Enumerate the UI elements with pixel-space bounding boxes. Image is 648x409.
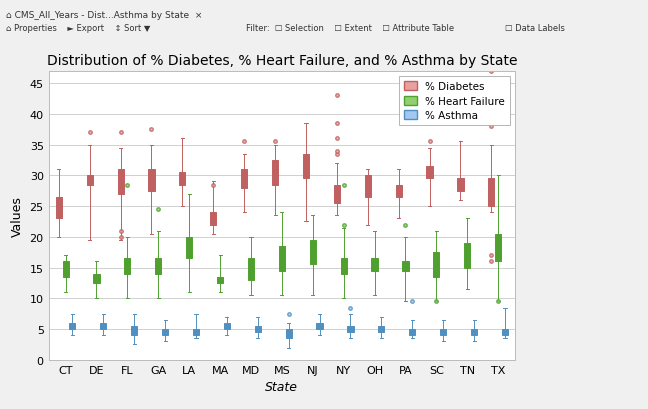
PathPatch shape [371, 259, 378, 271]
PathPatch shape [378, 326, 384, 332]
PathPatch shape [334, 185, 340, 204]
PathPatch shape [124, 259, 130, 274]
PathPatch shape [162, 329, 168, 335]
Legend: % Diabetes, % Heart Failure, % Asthma: % Diabetes, % Heart Failure, % Asthma [399, 77, 510, 126]
Text: ⌂ CMS_All_Years - Dist...Asthma by State  ×: ⌂ CMS_All_Years - Dist...Asthma by State… [6, 11, 203, 20]
PathPatch shape [310, 240, 316, 265]
PathPatch shape [193, 329, 199, 335]
PathPatch shape [241, 170, 248, 188]
PathPatch shape [365, 176, 371, 198]
Text: ⌂ Properties    ► Export    ↕ Sort ▼: ⌂ Properties ► Export ↕ Sort ▼ [6, 24, 151, 33]
PathPatch shape [395, 185, 402, 198]
PathPatch shape [341, 259, 347, 274]
PathPatch shape [117, 170, 124, 194]
PathPatch shape [272, 161, 278, 185]
PathPatch shape [434, 253, 439, 277]
Text: ☐ Data Labels: ☐ Data Labels [505, 24, 565, 33]
PathPatch shape [402, 262, 408, 271]
Text: Filter:  ☐ Selection    ☐ Extent    ☐ Attribute Table: Filter: ☐ Selection ☐ Extent ☐ Attribute… [246, 24, 454, 33]
PathPatch shape [62, 262, 69, 277]
PathPatch shape [303, 155, 309, 179]
PathPatch shape [489, 179, 494, 207]
PathPatch shape [156, 259, 161, 274]
PathPatch shape [148, 170, 155, 191]
PathPatch shape [186, 237, 192, 259]
PathPatch shape [457, 179, 463, 191]
PathPatch shape [248, 259, 254, 280]
PathPatch shape [87, 176, 93, 185]
PathPatch shape [426, 167, 433, 179]
PathPatch shape [56, 198, 62, 219]
Title: Distribution of % Diabetes, % Heart Failure, and % Asthma by State: Distribution of % Diabetes, % Heart Fail… [47, 54, 517, 67]
PathPatch shape [347, 326, 354, 332]
PathPatch shape [224, 323, 230, 329]
PathPatch shape [286, 329, 292, 339]
PathPatch shape [502, 329, 508, 335]
PathPatch shape [471, 329, 477, 335]
PathPatch shape [495, 234, 502, 262]
X-axis label: State: State [266, 380, 298, 393]
PathPatch shape [179, 173, 185, 185]
PathPatch shape [279, 246, 285, 271]
PathPatch shape [255, 326, 261, 332]
PathPatch shape [316, 323, 323, 329]
PathPatch shape [210, 213, 216, 225]
PathPatch shape [93, 274, 100, 283]
PathPatch shape [131, 326, 137, 335]
PathPatch shape [217, 277, 223, 283]
PathPatch shape [440, 329, 446, 335]
PathPatch shape [464, 243, 470, 268]
PathPatch shape [100, 323, 106, 329]
PathPatch shape [69, 323, 75, 329]
PathPatch shape [409, 329, 415, 335]
Y-axis label: Values: Values [11, 196, 24, 236]
